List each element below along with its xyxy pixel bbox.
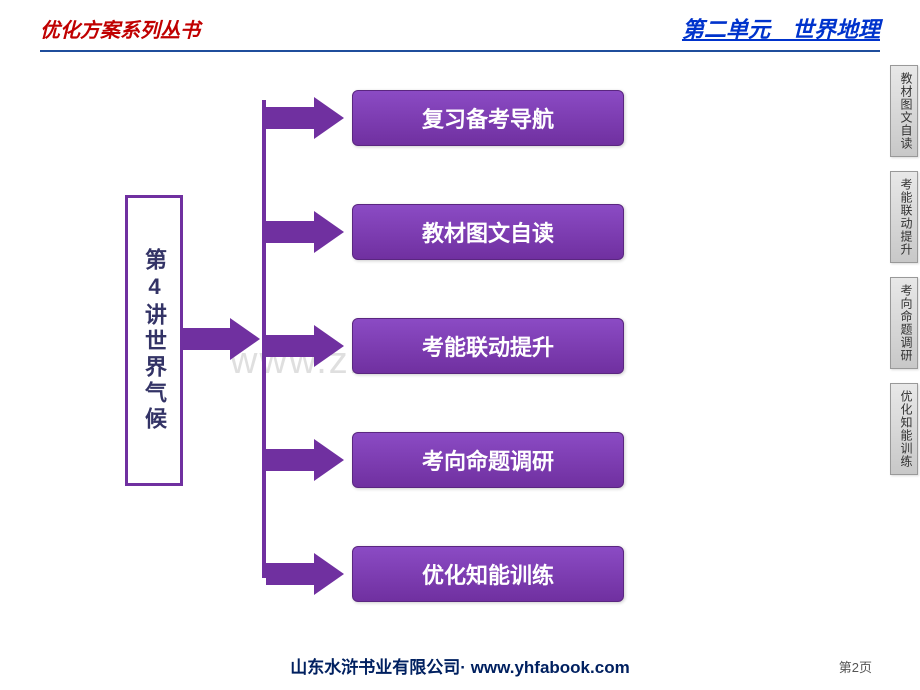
footer-company: 山东水浒书业有限公司· (290, 658, 466, 677)
footer: 山东水浒书业有限公司· www.yhfabook.com (0, 653, 920, 678)
header-divider (40, 50, 880, 52)
branch-row: 复习备考导航 (266, 90, 624, 146)
branch-box[interactable]: 考向命题调研 (352, 432, 624, 488)
branch-box[interactable]: 教材图文自读 (352, 204, 624, 260)
branch-row: 考能联动提升 (266, 318, 624, 374)
side-tabs: 教材图文自读考能联动提升考向命题调研优化知能训练 (890, 65, 918, 489)
branch-arrow-icon (266, 211, 344, 253)
footer-url[interactable]: www.yhfabook.com (471, 658, 630, 677)
side-tab[interactable]: 教材图文自读 (890, 65, 918, 157)
branch-arrow-icon (266, 325, 344, 367)
side-tab[interactable]: 考能联动提升 (890, 171, 918, 263)
branch-arrow-icon (266, 553, 344, 595)
branch-box[interactable]: 优化知能训练 (352, 546, 624, 602)
diagram-content: www.zixin.com.cn 第4讲世界气候 复习备考导航教材图文自读考能联… (0, 60, 920, 620)
side-tab[interactable]: 考向命题调研 (890, 277, 918, 369)
lecture-title-text: 第4讲世界气候 (138, 248, 170, 433)
series-title: 优化方案系列丛书 (40, 14, 200, 43)
side-tab[interactable]: 优化知能训练 (890, 383, 918, 475)
branch-box[interactable]: 复习备考导航 (352, 90, 624, 146)
branch-row: 考向命题调研 (266, 432, 624, 488)
branch-row: 教材图文自读 (266, 204, 624, 260)
branch-row: 优化知能训练 (266, 546, 624, 602)
branch-box[interactable]: 考能联动提升 (352, 318, 624, 374)
unit-title: 第二单元 世界地理 (682, 12, 880, 44)
main-arrow-icon (182, 318, 260, 360)
header: 优化方案系列丛书 第二单元 世界地理 (0, 0, 920, 50)
lecture-title-box: 第4讲世界气候 (125, 195, 183, 486)
page-number: 第2页 (839, 657, 872, 676)
branch-arrow-icon (266, 439, 344, 481)
branch-arrow-icon (266, 97, 344, 139)
